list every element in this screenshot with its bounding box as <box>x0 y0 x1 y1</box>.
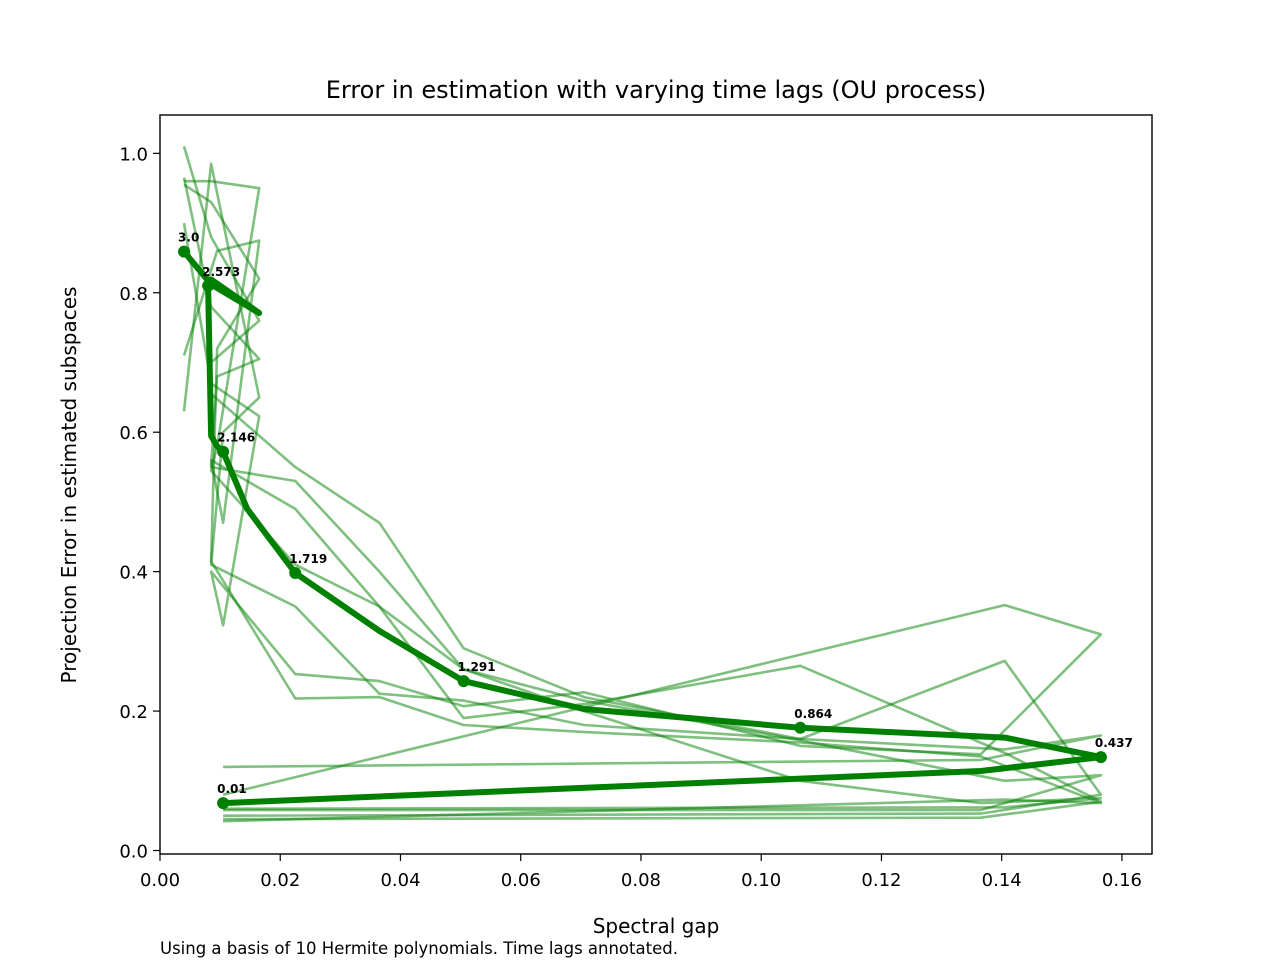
annotation-label-5: 1.719 <box>289 552 327 566</box>
x-tick-label: 0.08 <box>621 870 661 891</box>
annotation-marker-2 <box>1094 751 1107 764</box>
annotation-marker-6 <box>217 445 230 458</box>
faint-series-line-6 <box>182 222 1103 796</box>
x-tick-label: 0.10 <box>741 870 781 891</box>
chart-caption: Using a basis of 10 Hermite polynomials.… <box>160 939 678 958</box>
annotation-label-8: 3.0 <box>178 231 199 245</box>
faint-series-line-7 <box>184 179 1103 812</box>
y-tick-label: 0.8 <box>119 284 148 305</box>
x-tick-label: 0.06 <box>501 870 541 891</box>
annotation-label-7: 2.573 <box>202 265 240 279</box>
faint-series-line-1 <box>182 146 1103 769</box>
x-axis-label: Spectral gap <box>593 914 720 938</box>
main-series-line <box>181 248 1104 807</box>
annotation-label-2: 0.437 <box>1095 736 1133 750</box>
annotation-marker-5 <box>289 567 302 580</box>
y-axis-label: Projection Error in estimated subspaces <box>57 287 81 684</box>
x-axis: 0.00 0.02 0.04 0.06 0.08 0.10 0.12 0.14 0.16 <box>140 854 1142 891</box>
x-tick-label: 0.14 <box>982 870 1022 891</box>
annotation-label-3: 0.864 <box>794 707 832 721</box>
faint-series-line-3 <box>182 239 1103 821</box>
main-series-group <box>178 245 1107 810</box>
faint-series-line-4 <box>182 162 1103 818</box>
x-tick-label: 0.04 <box>380 870 420 891</box>
x-tick-label: 0.00 <box>140 870 180 891</box>
x-tick-label: 0.12 <box>861 870 901 891</box>
plot-frame <box>159 114 1153 855</box>
annotation-group: 0.01 0.437 0.864 1.291 1.719 2.146 2.573 3.0 <box>178 231 1133 796</box>
y-tick-label: 0.6 <box>119 423 148 444</box>
faint-series-group <box>182 146 1103 823</box>
annotation-marker-7 <box>202 279 215 292</box>
x-tick-label: 0.16 <box>1102 870 1142 891</box>
annotation-marker-4 <box>457 675 470 688</box>
faint-series-line-5 <box>183 183 1103 823</box>
y-tick-label: 0.2 <box>119 702 148 723</box>
annotation-label-4: 1.291 <box>458 660 496 674</box>
annotation-marker-8 <box>178 245 191 258</box>
x-tick-label: 0.02 <box>260 870 300 891</box>
y-tick-label: 0.0 <box>119 842 148 863</box>
annotation-marker-3 <box>794 721 807 734</box>
y-tick-label: 0.4 <box>119 563 148 584</box>
annotation-label-1: 0.01 <box>217 782 247 796</box>
chart-title: Error in estimation with varying time la… <box>326 76 987 104</box>
y-tick-label: 1.0 <box>119 144 148 165</box>
annotation-label-6: 2.146 <box>217 431 255 445</box>
annotation-marker-1 <box>217 797 230 810</box>
y-axis: 0.0 0.2 0.4 0.6 0.8 1.0 <box>119 144 160 863</box>
